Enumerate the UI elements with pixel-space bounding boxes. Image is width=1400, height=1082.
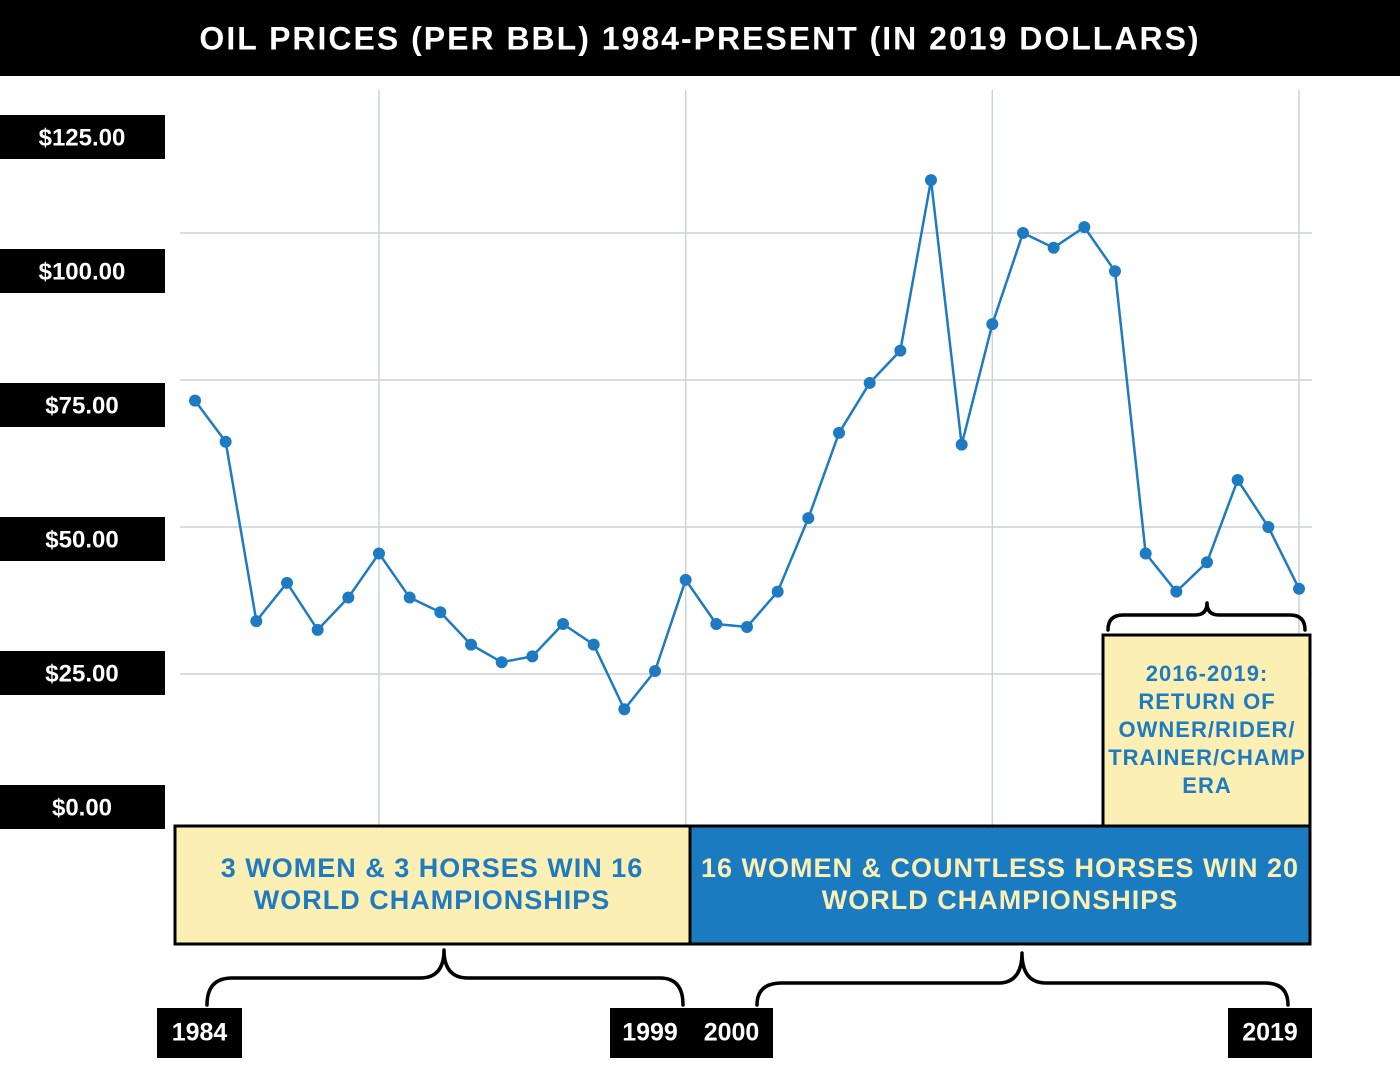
- point: [495, 656, 508, 669]
- annotation-text: WORLD CHAMPIONSHIPS: [254, 885, 611, 915]
- point: [925, 174, 937, 187]
- brace: [205, 948, 685, 1007]
- y-tick-box: [0, 517, 165, 561]
- brace: [755, 951, 1290, 1007]
- y-tick-label: $100.00: [39, 258, 126, 285]
- period-box: [690, 1008, 773, 1058]
- title-bar: [0, 0, 1400, 76]
- point: [1017, 227, 1029, 239]
- point: [986, 318, 999, 331]
- point: [342, 591, 355, 604]
- period-label: 1984: [172, 1019, 228, 1047]
- point: [1293, 582, 1305, 595]
- point: [771, 585, 784, 598]
- annotation-text: 3 WOMEN & 3 HORSES WIN 16: [221, 853, 644, 883]
- period-label: 2019: [1242, 1019, 1298, 1047]
- annotation-text: 2016-2019:: [1146, 661, 1269, 686]
- point: [557, 618, 569, 631]
- point: [189, 394, 201, 407]
- annotation-text: ERA: [1182, 773, 1231, 798]
- point: [1078, 221, 1091, 234]
- period-label: 1999: [622, 1019, 678, 1047]
- point: [1231, 473, 1244, 486]
- y-tick-label: $75.00: [45, 392, 118, 419]
- y-tick-box: [0, 383, 165, 427]
- point: [833, 426, 845, 439]
- point: [465, 638, 477, 651]
- y-tick-box: [0, 785, 165, 829]
- point: [802, 512, 815, 525]
- point: [373, 547, 385, 560]
- annotation-box: [688, 824, 1312, 946]
- point: [894, 344, 907, 357]
- period-box: [1228, 1008, 1312, 1058]
- annotation-text: 16 WOMEN & COUNTLESS HORSES WIN 20: [701, 853, 1299, 883]
- point: [741, 620, 753, 633]
- y-tick-box: [0, 249, 165, 293]
- annotation-box: [173, 824, 692, 946]
- annotation-text: TRAINER/CHAMP: [1108, 745, 1306, 770]
- point: [1109, 265, 1121, 278]
- point: [679, 573, 692, 586]
- point: [219, 435, 232, 448]
- point: [863, 376, 876, 389]
- period-box: [157, 1008, 242, 1058]
- annotation-text: OWNER/RIDER/: [1119, 717, 1296, 742]
- point: [526, 650, 539, 663]
- y-tick-label: $0.00: [52, 794, 112, 821]
- y-tick-label: $25.00: [45, 660, 118, 687]
- point: [1201, 556, 1213, 569]
- annotation-text: WORLD CHAMPIONSHIPS: [822, 885, 1179, 915]
- point: [311, 623, 324, 636]
- annotation-box: [1101, 633, 1312, 828]
- point: [250, 615, 263, 628]
- period-box: [610, 1008, 690, 1058]
- period-label: 2000: [704, 1019, 760, 1047]
- y-tick-box: [0, 651, 165, 695]
- y-tick-label: $125.00: [39, 124, 126, 151]
- point: [618, 703, 631, 716]
- point: [1139, 547, 1152, 560]
- point: [434, 606, 447, 619]
- brace: [1106, 601, 1307, 632]
- point: [281, 576, 293, 589]
- chart-title: OIL PRICES (PER BBL) 1984-PRESENT (IN 20…: [199, 20, 1200, 56]
- point: [587, 638, 600, 651]
- annotation-text: RETURN OF: [1138, 689, 1275, 714]
- y-tick-box: [0, 115, 165, 159]
- point: [1047, 241, 1060, 254]
- y-tick-label: $50.00: [45, 526, 118, 553]
- point: [1262, 521, 1275, 533]
- point: [649, 665, 661, 678]
- point: [403, 591, 416, 604]
- point: [710, 618, 723, 631]
- point: [955, 438, 968, 451]
- point: [1170, 585, 1183, 598]
